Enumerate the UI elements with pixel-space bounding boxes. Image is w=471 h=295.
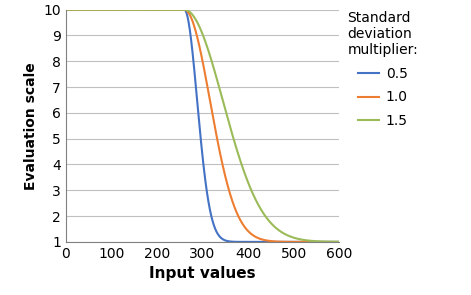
1.0 [328,240,334,244]
0.5 [278,240,284,244]
1.0 [77,8,83,12]
0.5 [328,240,334,244]
1.0 [189,17,195,20]
1.5 [189,12,195,15]
1.5 [196,24,202,27]
1.5 [328,240,334,243]
1.5 [336,240,342,244]
0.5 [77,8,83,12]
Y-axis label: Evaluation scale: Evaluation scale [24,62,38,190]
Line: 0.5: 0.5 [66,10,339,242]
1.5 [278,230,284,234]
1.0 [278,240,284,243]
Line: 1.5: 1.5 [66,10,339,242]
Line: 1.0: 1.0 [66,10,339,242]
0.5 [295,240,301,244]
0.5 [189,42,195,45]
0.5 [328,240,334,244]
1.5 [77,8,83,12]
1.5 [63,8,69,12]
0.5 [336,240,342,244]
1.0 [196,42,202,45]
1.0 [63,8,69,12]
X-axis label: Input values: Input values [149,266,256,281]
1.0 [328,240,334,244]
0.5 [63,8,69,12]
1.5 [328,240,334,243]
0.5 [196,117,202,120]
1.0 [336,240,342,244]
Legend: 0.5, 1.0, 1.5: 0.5, 1.0, 1.5 [342,5,424,134]
